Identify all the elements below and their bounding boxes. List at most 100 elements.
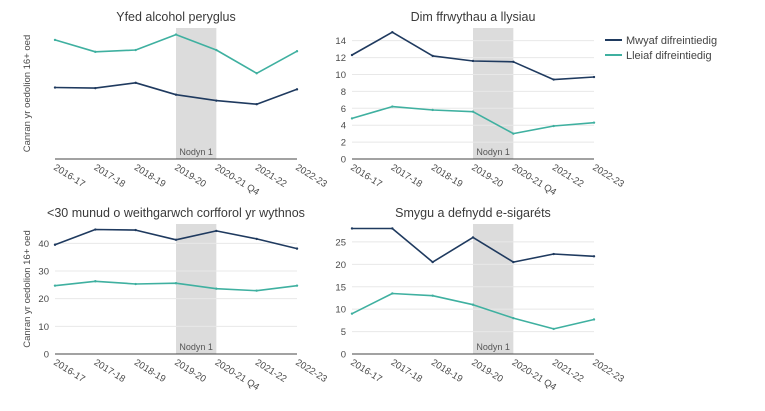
y-tick-label: 14 bbox=[335, 36, 346, 47]
data-point bbox=[53, 243, 57, 246]
panel-title: Dim ffrwythau a llysiau bbox=[411, 10, 536, 24]
data-point bbox=[94, 86, 97, 90]
x-tick-label: 2018-19 bbox=[132, 162, 167, 190]
shaded-band bbox=[473, 28, 514, 159]
legend: Mwyaf difreintiedig Lleiaf difreintiedig bbox=[605, 35, 717, 62]
x-tick-label: 2018-19 bbox=[429, 162, 464, 190]
x-tick-label: 2021-22 bbox=[550, 357, 585, 385]
data-point bbox=[592, 318, 596, 321]
data-point bbox=[255, 237, 258, 241]
data-point bbox=[215, 99, 218, 102]
data-point bbox=[174, 33, 178, 36]
data-point bbox=[53, 284, 57, 287]
x-tick-label: 2020-21 Q4 bbox=[213, 162, 261, 198]
legend-label: Lleiaf difreintiedig bbox=[626, 50, 712, 62]
data-point bbox=[431, 294, 434, 297]
data-point bbox=[552, 252, 555, 256]
y-tick-label: 10 bbox=[335, 70, 346, 81]
data-point bbox=[134, 282, 137, 286]
y-tick-label: 4 bbox=[341, 121, 346, 132]
data-point bbox=[215, 48, 218, 52]
data-point bbox=[431, 108, 434, 112]
data-point bbox=[471, 236, 475, 239]
panel-title: Yfed alcohol peryglus bbox=[116, 10, 236, 24]
band-label: Nodyn 1 bbox=[179, 342, 213, 352]
y-axis-label: Canran yr oedolion 16+ oed bbox=[22, 230, 33, 348]
data-point bbox=[134, 48, 137, 52]
x-tick-label: 2022-23 bbox=[293, 357, 328, 385]
x-tick-label: 2020-21 Q4 bbox=[213, 357, 261, 393]
x-tick-label: 2019-20 bbox=[469, 357, 504, 385]
band-label: Nodyn 1 bbox=[179, 147, 213, 157]
data-point bbox=[94, 50, 97, 54]
y-tick-label: 40 bbox=[38, 239, 49, 250]
data-point bbox=[471, 59, 475, 63]
data-point bbox=[215, 287, 218, 290]
x-tick-label: 2016-17 bbox=[51, 162, 86, 190]
data-point bbox=[53, 38, 57, 42]
data-point bbox=[134, 228, 137, 232]
y-tick-label: 5 bbox=[341, 327, 346, 338]
x-tick-label: 2017-18 bbox=[92, 357, 127, 385]
data-point bbox=[295, 88, 299, 91]
shaded-band bbox=[176, 224, 217, 354]
y-tick-label: 8 bbox=[341, 87, 346, 98]
data-point bbox=[592, 121, 596, 124]
data-point bbox=[512, 132, 515, 135]
x-tick-label: 2021-22 bbox=[253, 162, 288, 190]
data-point bbox=[255, 103, 258, 106]
y-tick-label: 25 bbox=[335, 237, 346, 248]
x-tick-label: 2019-20 bbox=[469, 162, 504, 190]
data-point bbox=[350, 53, 354, 57]
panel-title: Smygu a defnydd e-sigaréts bbox=[395, 206, 551, 220]
data-point bbox=[471, 110, 475, 113]
x-tick-label: 2016-17 bbox=[51, 357, 86, 385]
data-point bbox=[512, 60, 515, 64]
data-point bbox=[350, 312, 354, 315]
x-tick-label: 2018-19 bbox=[132, 357, 167, 385]
data-point bbox=[391, 292, 394, 295]
x-tick-label: 2016-17 bbox=[348, 357, 383, 385]
x-tick-label: 2019-20 bbox=[172, 357, 207, 385]
shaded-band bbox=[473, 224, 514, 354]
panel-title: <30 munud o weithgarwch corfforol yr wyt… bbox=[47, 206, 305, 220]
data-point bbox=[552, 124, 555, 128]
data-point bbox=[391, 31, 394, 34]
data-point bbox=[391, 227, 394, 230]
data-point bbox=[255, 289, 258, 292]
band-label: Nodyn 1 bbox=[476, 147, 510, 157]
data-point bbox=[391, 105, 394, 108]
x-tick-label: 2022-23 bbox=[293, 162, 328, 190]
data-point bbox=[215, 229, 218, 233]
y-tick-label: 30 bbox=[38, 267, 49, 278]
data-point bbox=[431, 260, 434, 264]
y-tick-label: 6 bbox=[341, 104, 346, 115]
y-tick-label: 0 bbox=[341, 155, 346, 166]
x-tick-label: 2021-22 bbox=[253, 357, 288, 385]
x-tick-label: 2021-22 bbox=[550, 162, 585, 190]
data-point bbox=[552, 327, 555, 331]
x-tick-label: 2019-20 bbox=[172, 162, 207, 190]
data-point bbox=[295, 247, 299, 250]
x-tick-label: 2017-18 bbox=[92, 162, 127, 190]
y-tick-label: 10 bbox=[335, 305, 346, 316]
y-tick-label: 15 bbox=[335, 282, 346, 293]
data-point bbox=[512, 260, 515, 264]
y-axis-label: Canran yr oedolion 16+ oed bbox=[22, 35, 33, 153]
data-point bbox=[134, 81, 137, 84]
data-point bbox=[552, 78, 555, 81]
data-point bbox=[592, 75, 596, 79]
data-point bbox=[255, 72, 258, 75]
y-tick-label: 20 bbox=[38, 294, 49, 305]
x-tick-label: 2020-21 Q4 bbox=[510, 357, 558, 393]
data-point bbox=[53, 86, 57, 89]
band-label: Nodyn 1 bbox=[476, 342, 510, 352]
y-tick-label: 2 bbox=[341, 138, 346, 149]
x-tick-label: 2022-23 bbox=[590, 162, 625, 190]
data-point bbox=[512, 316, 515, 320]
panel-1: Nodyn 1 2016-17 2017-18 2018-19 2019-20 2020-… bbox=[22, 10, 329, 198]
